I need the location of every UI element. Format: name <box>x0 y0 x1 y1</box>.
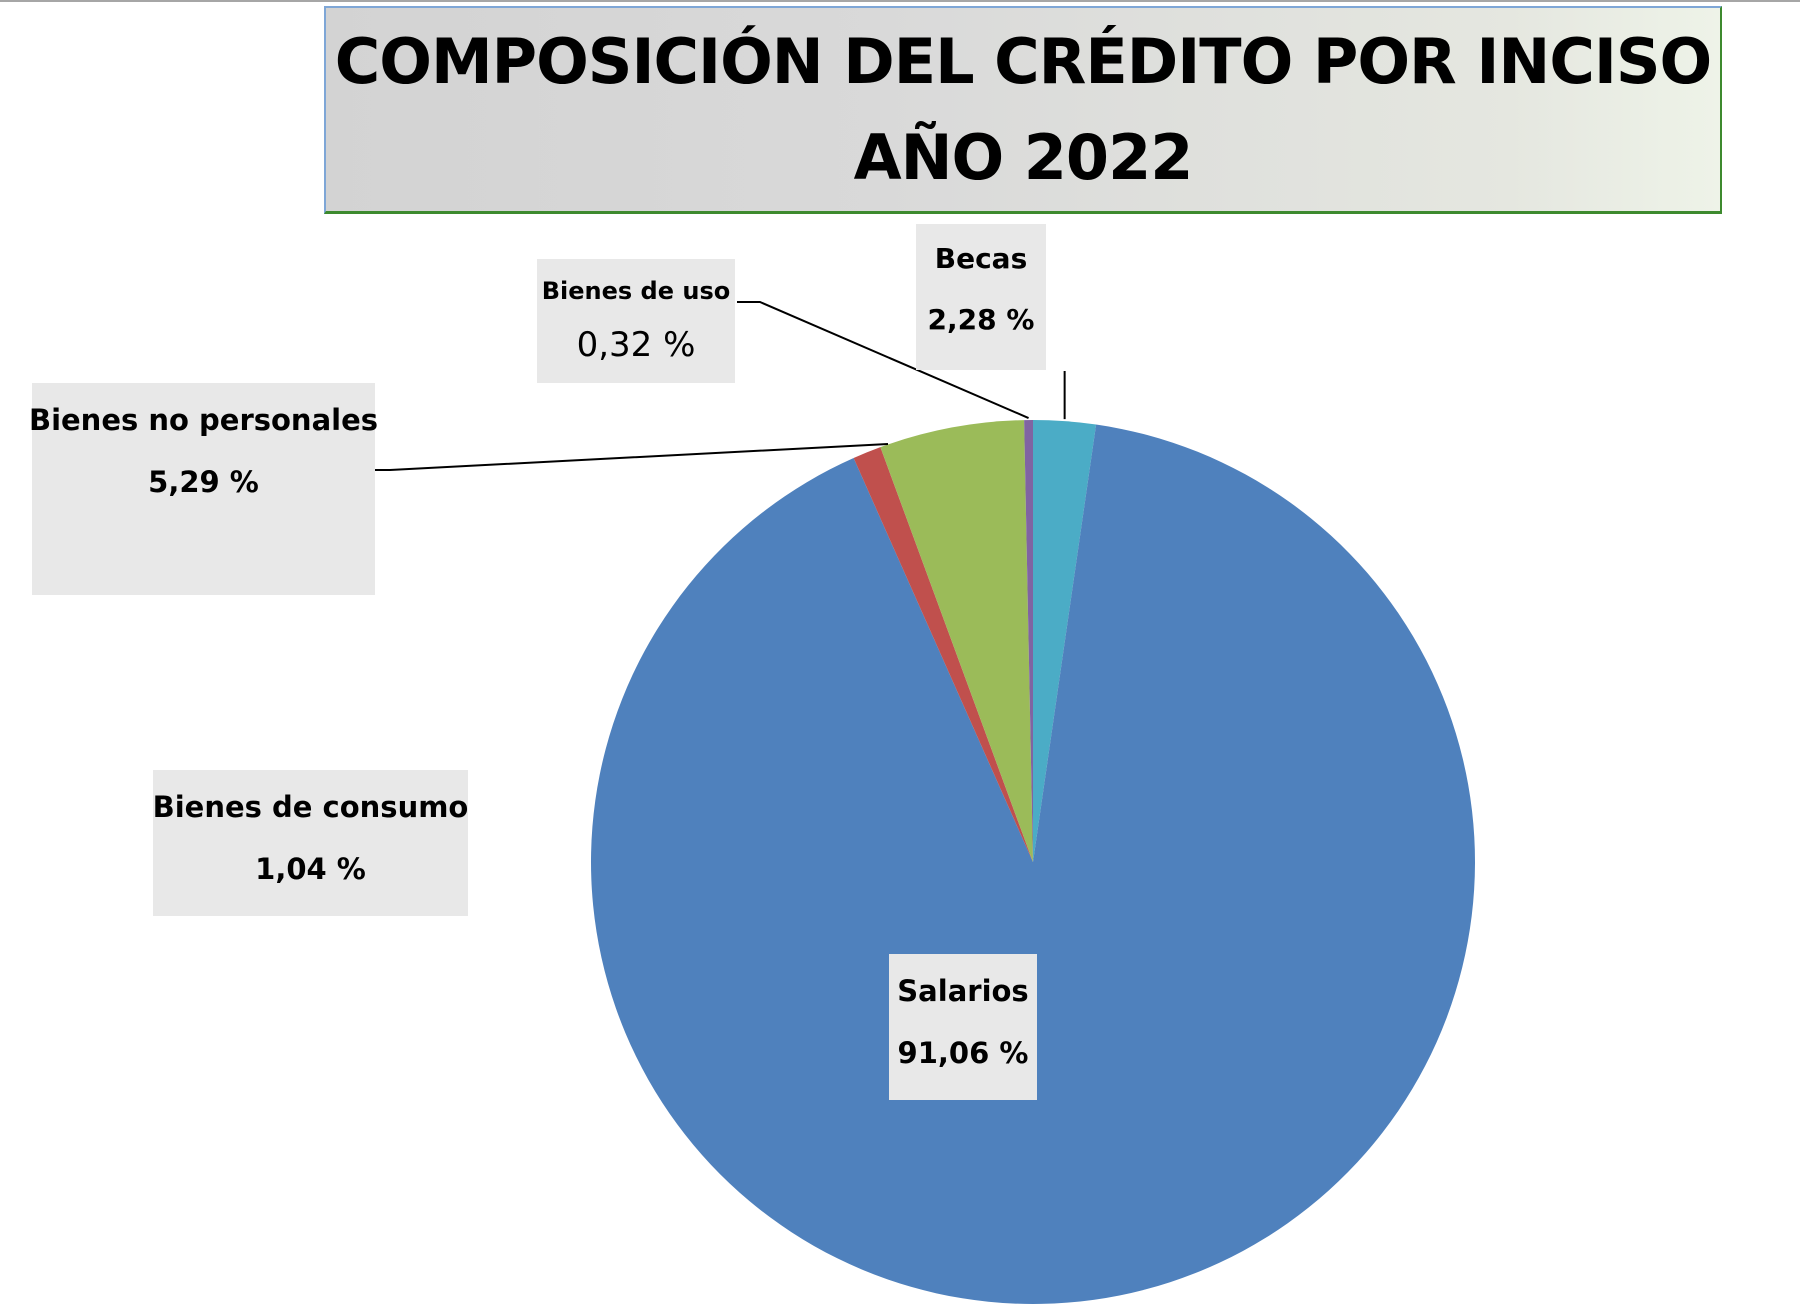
label-bienes-no-personales-name: Bienes no personales <box>28 403 379 437</box>
chart-title-line-1: COMPOSICIÓN DEL CRÉDITO POR INCISO <box>334 24 1712 98</box>
label-bienes-de-consumo-value: 1,04 % <box>255 852 366 886</box>
chart-title-box: COMPOSICIÓN DEL CRÉDITO POR INCISO AÑO 2… <box>324 6 1722 214</box>
label-bienes-de-consumo-name: Bienes de consumo <box>152 790 469 824</box>
pie-slice-becas <box>1033 420 1097 862</box>
label-salarios: Salarios 91,06 % <box>889 954 1037 1100</box>
leader-line-bienes-de-uso <box>737 301 1029 419</box>
label-salarios-name: Salarios <box>897 974 1029 1008</box>
label-becas-value: 2,28 % <box>927 303 1035 336</box>
label-bienes-de-uso-name: Bienes de uso <box>541 277 731 305</box>
leader-line-bienes-no-personales <box>375 443 889 471</box>
pie-slice-bienes-no-personales <box>880 420 1033 862</box>
pie-slice-bienes-de-consumo <box>853 447 1033 862</box>
label-bienes-de-uso-value: 0,32 % <box>576 325 696 365</box>
label-becas: Becas 2,28 % <box>916 224 1046 370</box>
label-bienes-de-consumo: Bienes de consumo 1,04 % <box>153 770 468 916</box>
label-salarios-value: 91,06 % <box>897 1036 1029 1070</box>
label-bienes-de-uso: Bienes de uso 0,32 % <box>537 259 735 383</box>
label-bienes-no-personales-value: 5,29 % <box>148 465 259 499</box>
label-becas-name: Becas <box>934 242 1028 275</box>
chart-title-line-2: AÑO 2022 <box>853 120 1194 194</box>
label-bienes-no-personales: Bienes no personales 5,29 % <box>28 383 379 595</box>
pie-slice-bienes-de-uso <box>1024 420 1033 862</box>
pie-slice-salarios <box>590 424 1475 1304</box>
top-border <box>0 0 1800 2</box>
